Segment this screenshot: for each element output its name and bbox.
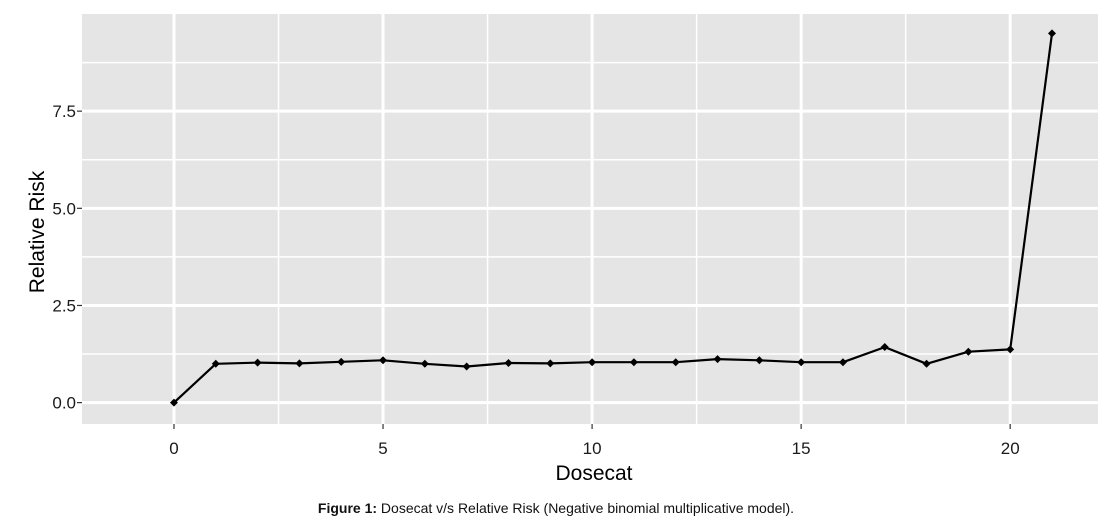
data-point xyxy=(838,358,847,367)
data-point xyxy=(295,359,304,368)
data-point xyxy=(211,359,220,368)
series-line xyxy=(173,33,1054,404)
x-tick-label: 5 xyxy=(378,439,387,458)
data-point xyxy=(713,355,722,364)
caption-text: Dosecat v/s Relative Risk (Negative bino… xyxy=(377,500,795,516)
y-tick-label: 7.5 xyxy=(52,102,76,121)
y-tick-label: 5.0 xyxy=(52,199,76,218)
y-axis-title: Relative Risk xyxy=(26,170,49,293)
x-tick-label: 10 xyxy=(583,439,602,458)
data-point xyxy=(546,359,555,368)
y-tick-label: 0.0 xyxy=(52,394,76,413)
data-point xyxy=(922,359,931,368)
data-point xyxy=(253,358,262,367)
data-point xyxy=(420,359,429,368)
data-point xyxy=(671,358,680,367)
x-axis-title: Dosecat xyxy=(555,462,632,485)
data-point xyxy=(504,358,513,367)
data-point xyxy=(880,343,889,352)
x-tick-label: 15 xyxy=(792,439,811,458)
y-tick-label: 2.5 xyxy=(52,296,76,315)
x-tick-label: 20 xyxy=(1001,439,1020,458)
data-point xyxy=(964,347,973,356)
data-point xyxy=(588,358,597,367)
data-point xyxy=(379,356,388,365)
data-point xyxy=(1048,29,1057,38)
data-point xyxy=(169,398,178,407)
grid-lines xyxy=(82,14,1098,424)
series-layer xyxy=(169,29,1057,407)
x-tick-label: 0 xyxy=(169,439,178,458)
line-chart: 0.0 2.5 5.0 7.5 0 5 10 15 20 Dosecat Relative R… xyxy=(26,14,1098,485)
data-point xyxy=(462,362,471,371)
caption-label: Figure 1: xyxy=(317,500,378,516)
figure-caption: Figure 1: Dosecat v/s Relative Risk (Neg… xyxy=(0,500,1112,516)
data-point xyxy=(629,358,638,367)
data-point xyxy=(755,356,764,365)
plot-panel xyxy=(82,14,1098,424)
data-point xyxy=(337,357,346,366)
y-axis: 0.0 2.5 5.0 7.5 xyxy=(52,102,82,413)
data-point xyxy=(797,358,806,367)
data-point xyxy=(1006,345,1015,354)
x-axis: 0 5 10 15 20 xyxy=(169,424,1020,458)
